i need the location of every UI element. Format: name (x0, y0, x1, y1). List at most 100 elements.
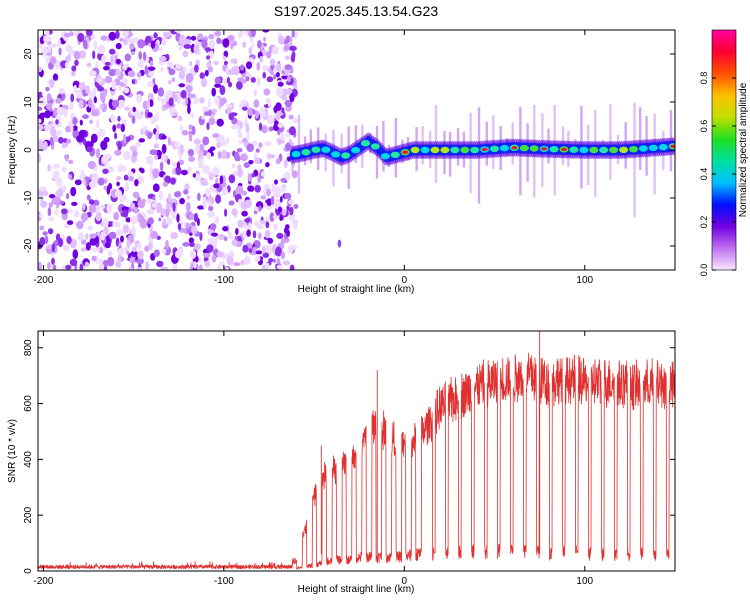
spectrogram-noise-cell (78, 82, 84, 90)
spectrogram-noise-cell (193, 44, 200, 55)
spectrogram-track-bead (430, 146, 440, 154)
spectrogram-noise-cell (125, 136, 131, 142)
spectrogram-noise-cell (161, 143, 167, 154)
spectrogram-noise-cell (101, 54, 107, 64)
spectrogram-noise-cell (188, 213, 194, 221)
spectrogram-noise-cell (176, 161, 180, 169)
spectrogram-noise-cell (268, 258, 274, 263)
spectrogram-noise-cell (97, 44, 106, 55)
spectrogram-noise-cell (138, 138, 146, 143)
spectrogram-noise-cell (193, 96, 199, 105)
spectrogram-noise-cell (250, 186, 254, 192)
spectrogram-track-bead (519, 144, 529, 152)
spectrogram-noise-cell (91, 255, 97, 262)
spectrogram-noise-cell (288, 114, 294, 120)
spectrogram-noise-cell (138, 51, 142, 60)
spectrogram-noise-cell (52, 163, 61, 169)
spectrogram-noise-cell (280, 177, 287, 183)
spectrogram-noise-cell (170, 177, 176, 185)
spectrogram-noise-cell (284, 133, 291, 138)
x-tick-label: 0 (402, 275, 408, 286)
spectrogram-noise-cell (271, 45, 279, 55)
spectrogram-noise-cell (78, 50, 87, 59)
spectrogram-noise-cell (114, 189, 123, 198)
spectrogram-noise-cell (274, 179, 278, 185)
spectrogram-noise-cell (231, 124, 239, 130)
spectrogram-noise-cell (262, 72, 267, 79)
spectrogram-noise-cell (66, 192, 70, 200)
spectrogram-noise-cell (95, 211, 102, 222)
spectrogram-noise-cell (170, 232, 178, 240)
spectrogram-noise-cell (286, 205, 290, 212)
colorbar-ticks: 0.0 0.2 0.4 0.6 0.8 (699, 72, 736, 277)
spectrogram-noise-cell (187, 87, 191, 97)
colorbar-label: Normalized spectral amplitude (738, 82, 749, 217)
x-tick-label: 100 (576, 576, 593, 587)
spectrogram-noise-cell (217, 151, 222, 159)
spectrogram-noise-cell (277, 122, 284, 128)
spectrogram-noise-cell (116, 176, 122, 181)
spectrogram-noise-cell (208, 205, 214, 212)
spectrogram-noise-cell (248, 47, 253, 55)
spectrogram-noise-cell (174, 191, 181, 198)
spectrogram-noise-cell (174, 250, 183, 259)
y-tick-label: 400 (23, 451, 34, 468)
spectrogram-noise-cell (104, 75, 113, 84)
spectrogram-noise-cell (232, 170, 239, 176)
spectrogram-noise-cell (57, 39, 61, 47)
spectrogram-noise-cell (70, 93, 75, 103)
spectrogram-noise-cell (245, 76, 250, 82)
spectrogram-noise-cell (239, 64, 245, 71)
spectrogram-noise-cell (76, 91, 83, 99)
spectrogram-noise-cell (264, 244, 273, 255)
spectrogram-noise-cell (111, 80, 117, 91)
spectrogram-noise-cell (214, 76, 221, 85)
spectrogram-noise-cell (284, 99, 292, 107)
spectrogram-noise-cell (126, 239, 131, 248)
spectrogram-noise-cell (198, 264, 203, 270)
spectrogram-noise-cell (149, 149, 158, 156)
spectrogram-noise-cell (236, 120, 241, 127)
spectrogram-noise-cell (119, 197, 124, 203)
spectrogram-track-bead (658, 143, 668, 151)
spectrogram-noise-cell (206, 152, 212, 160)
spectrogram-noise-cell (88, 204, 97, 214)
spectrogram-noise-cell (196, 218, 200, 226)
spectrogram-noise-cell (52, 170, 60, 180)
spectrogram-noise-cell (65, 209, 74, 214)
spectrogram-noise-cell (275, 102, 282, 111)
spectrogram-noise-cell (256, 61, 261, 71)
spectrogram-noise-cell (82, 114, 89, 120)
spectrogram-noise-cell (155, 112, 160, 122)
spectrogram-noise-cell (226, 76, 231, 84)
spectrogram-noise-cell (266, 114, 275, 125)
colorbar-tick-label: 0.0 (699, 264, 709, 277)
spectrogram-noise-cell (147, 81, 154, 88)
spectrogram-noise-cell (39, 225, 45, 231)
spectrogram-noise-cell (292, 221, 298, 229)
spectrogram-noise-cell (70, 124, 74, 133)
spectrogram-noise-cell (217, 264, 222, 270)
spectrogram-noise-cell (69, 258, 78, 266)
spectrogram-noise-cell (160, 66, 164, 73)
spectrogram-noise-cell (180, 89, 187, 99)
spectrogram-noise-cell (47, 164, 51, 172)
spectrogram-noise-cell (277, 139, 285, 144)
spectrogram-noise-cell (289, 264, 295, 270)
spectrogram-noise-cell (178, 44, 183, 52)
spectrogram-noise-cell (63, 32, 71, 38)
spectrogram-noise-cell (101, 155, 109, 165)
spectrogram-noise-cell (156, 235, 161, 240)
spectrogram-noise-cell (276, 258, 281, 265)
spectrogram-noise-cell (73, 50, 81, 60)
spectrogram-noise-cell (104, 178, 108, 184)
spectrogram-noise-cell (85, 242, 91, 251)
spectrogram-noise-cell (272, 214, 280, 219)
spectrogram-noise-cell (280, 131, 285, 140)
spectrogram-noise-cell (251, 43, 255, 48)
spectrogram-noise-cell (71, 65, 77, 72)
spectrogram-track-bead (648, 144, 658, 151)
spectrogram-track-bead (291, 150, 301, 158)
spectrogram-noise-cell (157, 87, 165, 97)
